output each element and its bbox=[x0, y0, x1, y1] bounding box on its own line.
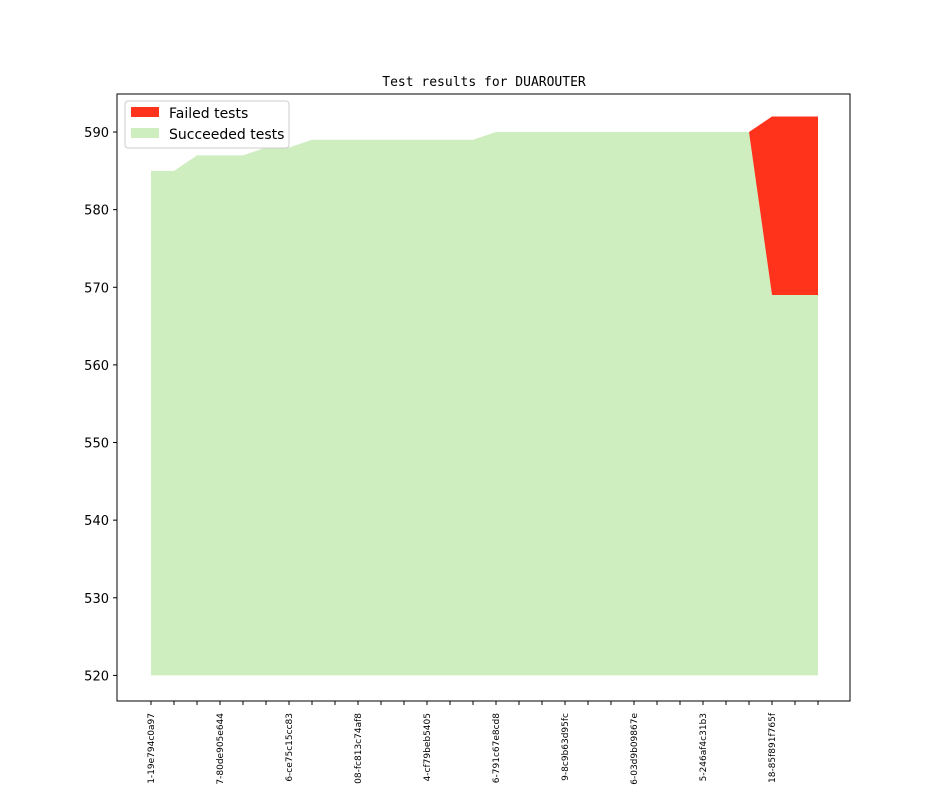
x-tick-label: 6-03d9b09867e bbox=[630, 713, 640, 785]
y-axis: 520 530 540 550 560 570 580 590 bbox=[84, 126, 117, 684]
x-tick-label: 7-80de905e644 bbox=[216, 713, 226, 785]
x-axis: 1-19e794c0a97 7-80de905e644 6-ce75c15cc83 0… bbox=[147, 701, 819, 785]
legend-swatch-succeeded bbox=[131, 128, 159, 138]
legend-swatch-failed bbox=[131, 107, 159, 117]
y-tick-label: 590 bbox=[84, 126, 109, 141]
x-tick-label: 18-85f891f765f bbox=[768, 712, 778, 783]
y-tick-label: 520 bbox=[84, 669, 109, 684]
plot-frame bbox=[116, 93, 851, 702]
y-tick-label: 550 bbox=[84, 437, 109, 452]
chart-title: Test results for DUAROUTER bbox=[382, 75, 586, 90]
plot-areas bbox=[151, 116, 818, 676]
area-succeeded-tests bbox=[151, 132, 818, 676]
y-tick-label: 580 bbox=[84, 204, 109, 219]
x-tick-label: 9-8c9b63d95fc bbox=[561, 713, 571, 781]
x-tick-label: 1-19e794c0a97 bbox=[147, 713, 157, 784]
y-tick-label: 540 bbox=[84, 514, 109, 529]
area-failed-tests bbox=[151, 116, 818, 296]
y-tick-label: 560 bbox=[84, 359, 109, 374]
legend-label-failed: Failed tests bbox=[169, 106, 248, 122]
x-tick-label: 5-246af4c31b3 bbox=[699, 713, 709, 781]
y-tick-label: 570 bbox=[84, 281, 109, 296]
y-tick-label: 530 bbox=[84, 592, 109, 607]
x-tick-label: 6-791c67e8cd8 bbox=[492, 713, 502, 783]
x-tick-label: 4-cf79beb5405 bbox=[423, 713, 433, 781]
legend-label-succeeded: Succeeded tests bbox=[169, 127, 284, 143]
x-tick-label: 6-ce75c15cc83 bbox=[285, 713, 295, 782]
x-tick-label: 08-fc813c74af8 bbox=[354, 713, 364, 784]
legend: Failed tests Succeeded tests bbox=[124, 100, 290, 149]
legend-box bbox=[124, 100, 290, 149]
